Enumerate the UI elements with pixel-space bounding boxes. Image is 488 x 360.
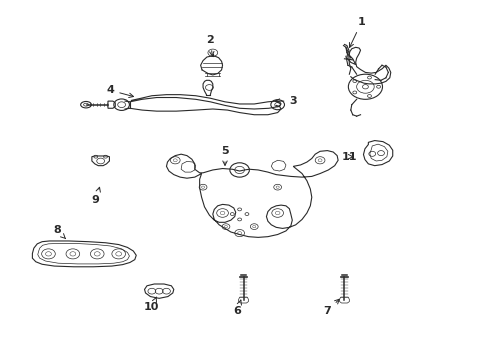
- Text: 7: 7: [323, 299, 339, 316]
- Text: 3: 3: [275, 96, 297, 106]
- Text: 8: 8: [53, 225, 65, 239]
- Text: 2: 2: [206, 35, 214, 56]
- Text: 11: 11: [341, 152, 357, 162]
- Text: 9: 9: [92, 187, 100, 205]
- Text: 10: 10: [144, 297, 159, 312]
- Text: 4: 4: [106, 85, 133, 98]
- Text: 6: 6: [233, 300, 241, 316]
- Text: 1: 1: [349, 17, 365, 48]
- Text: 5: 5: [221, 146, 228, 165]
